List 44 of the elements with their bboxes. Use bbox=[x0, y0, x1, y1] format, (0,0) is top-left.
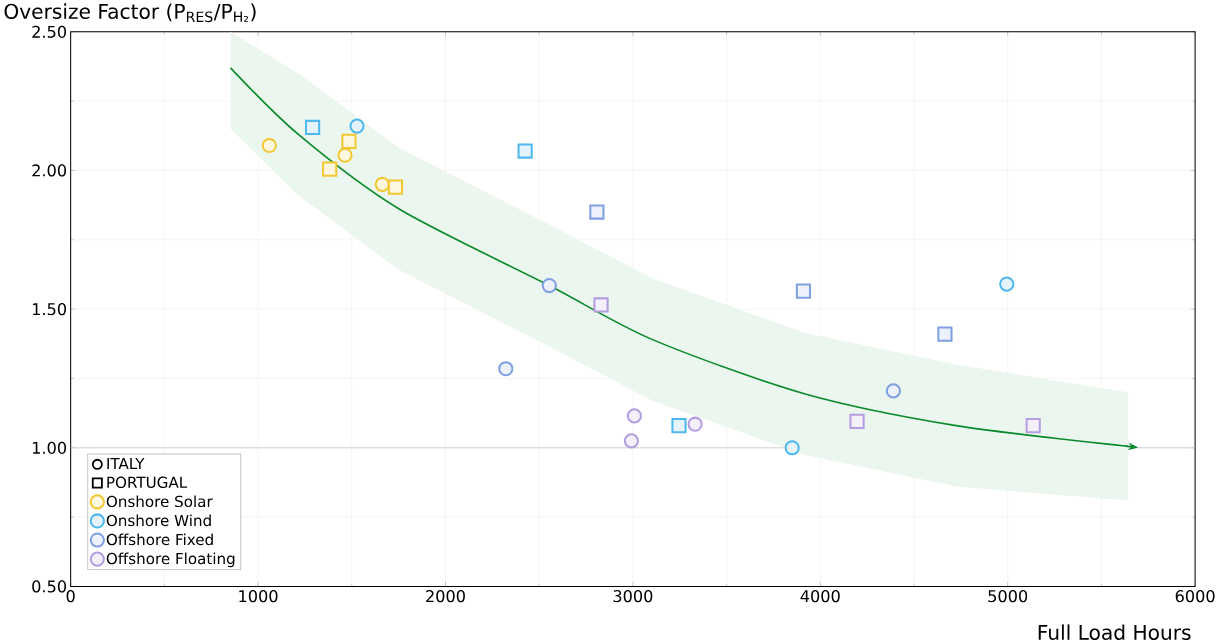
point bbox=[1025, 417, 1041, 433]
point bbox=[337, 147, 353, 163]
point bbox=[626, 408, 642, 424]
legend-label: Onshore Solar bbox=[106, 495, 213, 507]
x-tick-label: 5000 bbox=[988, 589, 1028, 603]
y-tick-label: 1.00 bbox=[32, 441, 67, 454]
x-axis-title: Full Load Hours bbox=[1038, 624, 1191, 640]
point bbox=[999, 276, 1015, 292]
legend-label: Offshore Floating bbox=[106, 552, 235, 568]
point bbox=[349, 118, 365, 134]
y-tick-label: 2.50 bbox=[32, 25, 67, 38]
point bbox=[623, 433, 639, 449]
point bbox=[849, 413, 865, 429]
point bbox=[517, 143, 533, 159]
y-tick-label: 2.00 bbox=[32, 164, 67, 177]
point bbox=[341, 133, 357, 149]
point bbox=[589, 204, 605, 220]
point bbox=[784, 440, 800, 456]
x-tick-label: 1000 bbox=[239, 589, 278, 603]
x-tick-label: 6000 bbox=[1175, 589, 1215, 603]
point bbox=[374, 176, 390, 192]
point bbox=[671, 417, 687, 433]
y-tick-label: 1.50 bbox=[32, 302, 67, 316]
point bbox=[937, 326, 953, 342]
x-tick-label: 4000 bbox=[800, 589, 840, 603]
legend-label: PORTUGAL bbox=[107, 476, 188, 488]
y-axis-title: Oversize Factor (P$_{RES}$/P$_{H₂}$) bbox=[4, 3, 256, 22]
x-tick-label: 2000 bbox=[426, 589, 465, 603]
legend-label: ITALY bbox=[107, 457, 145, 469]
x-tick-label: 3000 bbox=[613, 589, 653, 603]
point bbox=[498, 360, 514, 377]
x-tick-label: 0 bbox=[66, 589, 75, 603]
point bbox=[541, 277, 557, 293]
point bbox=[261, 137, 277, 153]
y-tick-label: 0.50 bbox=[32, 580, 67, 593]
point bbox=[387, 179, 404, 195]
point bbox=[305, 119, 321, 135]
point bbox=[593, 297, 609, 313]
point bbox=[885, 383, 901, 399]
legend-label: Onshore Wind bbox=[106, 514, 211, 526]
point bbox=[322, 161, 338, 177]
point bbox=[795, 283, 812, 299]
legend-label: Offshore Fixed bbox=[106, 533, 213, 546]
point bbox=[687, 416, 703, 432]
